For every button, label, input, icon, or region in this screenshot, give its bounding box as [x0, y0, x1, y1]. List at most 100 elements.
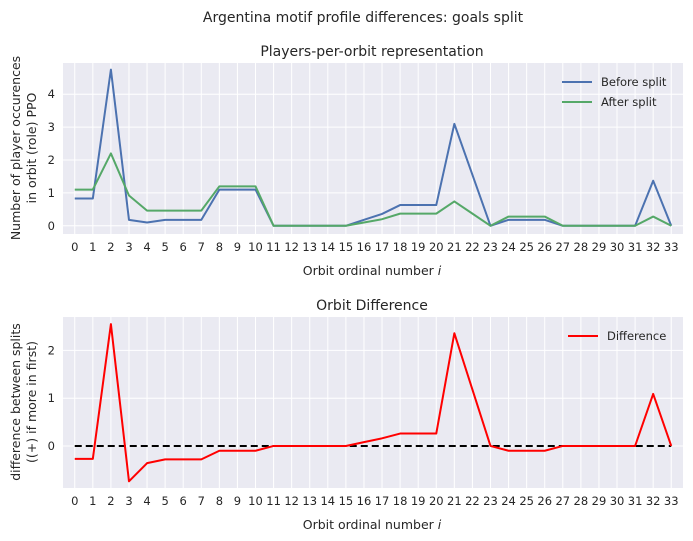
top-y-axis-label-line2: in orbit (role) PPO: [24, 92, 39, 203]
x-tick-label: 7: [198, 240, 205, 254]
x-tick-label: 1: [89, 494, 96, 508]
bottom-panel-title: Orbit Difference: [316, 298, 428, 314]
series-line-difference: [74, 323, 673, 483]
bottom-panel: Orbit Difference 012 0 1 2 3 4 5 6 7 8 9 10 11 12 13 1…: [8, 298, 683, 532]
x-tick-label: 6: [180, 494, 187, 508]
bottom-y-axis-label-line2: ((+) if more in first): [24, 341, 39, 463]
bottom-y-tick-labels: 0 1 2: [48, 343, 55, 453]
top-panel-title: Players-per-orbit representation: [260, 44, 483, 60]
top-x-axis-label-var: i: [438, 263, 442, 278]
x-tick-label: 9: [234, 494, 241, 508]
bottom-x-tick-labels: 0 1 2 3 4 5 6 7 8 9 10 11 12 13 14 15 16 17 18 19 20 21 22 23 24…: [71, 494, 678, 508]
x-tick-label: 24: [501, 494, 516, 508]
x-tick-label: 0: [71, 240, 78, 254]
x-tick-label: 8: [216, 240, 223, 254]
series-line-after-split: [74, 152, 672, 227]
x-tick-label: 1: [89, 240, 96, 254]
x-tick-label: 23: [483, 240, 498, 254]
x-tick-label: 19: [411, 494, 426, 508]
x-tick-label: 13: [302, 494, 317, 508]
bottom-x-axis-label: Orbit ordinal number i: [303, 517, 442, 532]
x-tick-label: 10: [248, 240, 263, 254]
x-tick-label: 21: [447, 494, 462, 508]
x-tick-label: 17: [375, 240, 390, 254]
top-series-group: [74, 68, 673, 227]
y-tick-label: 0: [48, 439, 55, 453]
x-tick-label: 2: [107, 240, 114, 254]
x-tick-label: 12: [284, 240, 299, 254]
x-tick-label: 10: [248, 494, 263, 508]
top-legend: Before split After split: [562, 75, 667, 109]
x-tick-label: 33: [664, 240, 679, 254]
y-tick-label: 3: [48, 120, 55, 134]
top-y-tick-labels: 0 1 2 3 4: [48, 87, 55, 233]
x-tick-label: 31: [628, 240, 643, 254]
bottom-x-axis-label-var: i: [438, 517, 442, 532]
x-tick-label: 29: [592, 240, 607, 254]
x-tick-label: 16: [357, 240, 372, 254]
x-tick-label: 15: [339, 494, 354, 508]
x-tick-label: 22: [465, 494, 480, 508]
x-tick-label: 20: [429, 494, 444, 508]
x-tick-label: 15: [339, 240, 354, 254]
x-tick-label: 14: [320, 494, 335, 508]
x-tick-label: 32: [646, 494, 661, 508]
x-tick-label: 27: [555, 494, 570, 508]
x-tick-label: 16: [357, 494, 372, 508]
x-tick-label: 26: [537, 240, 552, 254]
legend-label-before-split: Before split: [601, 75, 667, 89]
x-tick-label: 8: [216, 494, 223, 508]
x-tick-label: 21: [447, 240, 462, 254]
legend-label-after-split: After split: [601, 95, 657, 109]
x-tick-label: 14: [320, 240, 335, 254]
top-x-tick-labels: 0 1 2 3 4 5 6 7 8 9 10 11 12 13 14 15 16 17 18 19 20 21 22 23 24…: [71, 240, 678, 254]
x-tick-label: 12: [284, 494, 299, 508]
x-tick-label: 26: [537, 494, 552, 508]
x-tick-label: 7: [198, 494, 205, 508]
x-tick-label: 25: [519, 494, 534, 508]
x-tick-label: 0: [71, 494, 78, 508]
x-tick-label: 25: [519, 240, 534, 254]
bottom-series-group: [74, 323, 673, 483]
x-tick-label: 2: [107, 494, 114, 508]
x-tick-label: 28: [574, 240, 589, 254]
top-x-axis-label: Orbit ordinal number i: [303, 263, 442, 278]
x-tick-label: 6: [180, 240, 187, 254]
x-tick-label: 3: [125, 240, 132, 254]
x-tick-label: 11: [266, 240, 281, 254]
x-tick-label: 5: [161, 240, 168, 254]
x-tick-label: 3: [125, 494, 132, 508]
y-tick-label: 1: [48, 186, 55, 200]
x-tick-label: 22: [465, 240, 480, 254]
x-tick-label: 13: [302, 240, 317, 254]
top-y-axis-label-line1: Number of player occurences: [8, 56, 23, 240]
x-tick-label: 11: [266, 494, 281, 508]
top-plot-area: [63, 63, 683, 234]
x-tick-label: 9: [234, 240, 241, 254]
x-tick-label: 30: [610, 494, 625, 508]
x-tick-label: 30: [610, 240, 625, 254]
figure-suptitle: Argentina motif profile differences: goa…: [203, 10, 524, 26]
x-tick-label: 33: [664, 494, 679, 508]
x-tick-label: 29: [592, 494, 607, 508]
bottom-plot-area: [63, 317, 683, 488]
y-tick-label: 1: [48, 391, 55, 405]
x-tick-label: 27: [555, 240, 570, 254]
x-tick-label: 20: [429, 240, 444, 254]
x-tick-label: 4: [143, 494, 150, 508]
x-tick-label: 19: [411, 240, 426, 254]
x-tick-label: 24: [501, 240, 516, 254]
bottom-y-axis-label-line1: difference between splits: [8, 323, 23, 481]
x-tick-label: 32: [646, 240, 661, 254]
legend-label-difference: Difference: [607, 329, 666, 343]
x-tick-label: 18: [393, 494, 408, 508]
y-tick-label: 4: [48, 87, 55, 101]
bottom-legend: Difference: [568, 329, 666, 343]
bottom-grid: [63, 317, 683, 488]
x-tick-label: 17: [375, 494, 390, 508]
y-tick-label: 0: [48, 219, 55, 233]
x-tick-label: 4: [143, 240, 150, 254]
top-grid: [63, 63, 683, 234]
